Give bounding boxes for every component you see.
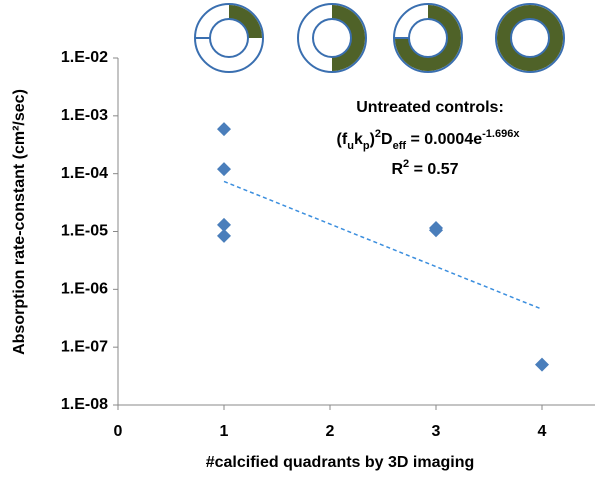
annotation-part: 2 (403, 158, 409, 170)
x-tick-label: 4 (538, 423, 547, 440)
annotation-part: ) (370, 131, 375, 148)
x-tick-label: 2 (326, 423, 335, 440)
icon-hole (312, 18, 352, 58)
annotation-equation: (fukp)2Deff = 0.0004e-1.696x (337, 128, 521, 152)
y-tick-label: 1.E-03 (61, 107, 108, 124)
icon-hole (408, 18, 448, 58)
quadrant-icons (194, 3, 565, 73)
icon-hole (510, 18, 550, 58)
trendline (223, 180, 543, 310)
data-point (535, 357, 549, 372)
x-tick-label: 1 (220, 423, 229, 440)
annotation-part: 2 (375, 128, 381, 140)
annotation-part: R (391, 161, 403, 178)
annotation-r2: R2 = 0.57 (391, 158, 458, 178)
annotation-part: D (381, 131, 393, 148)
icon-fill (395, 5, 461, 71)
data-point (217, 228, 231, 243)
x-tick-label: 3 (432, 423, 441, 440)
annotation-part: eff (393, 140, 407, 152)
y-tick-label: 1.E-08 (61, 396, 108, 413)
annotation-part: -1.696x (482, 128, 520, 140)
y-tick-label: 1.E-02 (61, 49, 108, 66)
data-point (429, 223, 443, 238)
y-tick-label: 1.E-07 (61, 338, 108, 355)
icon-fill (332, 5, 365, 71)
y-axis-title: Absorption rate-constant (cm²/sec) (11, 89, 28, 355)
y-tick-label: 1.E-04 (61, 165, 108, 182)
annotation-part: = 0.0004e (406, 131, 482, 148)
y-tick-label: 1.E-05 (61, 223, 108, 240)
data-point (217, 122, 231, 137)
icon-hole (209, 18, 249, 58)
icon-fill (229, 5, 262, 38)
data-point (217, 217, 231, 232)
x-tick-label: 0 (114, 423, 123, 440)
annotation-title: Untreated controls: (356, 99, 504, 116)
x-axis-title: #calcified quadrants by 3D imaging (206, 454, 475, 471)
annotation-part: = 0.57 (409, 161, 458, 178)
y-tick-label: 1.E-06 (61, 281, 108, 298)
icon-fill (497, 4, 563, 71)
data-point (217, 162, 231, 177)
annotation-part: k (354, 131, 363, 148)
annotation-part: p (363, 140, 370, 152)
annotation-part: (f (337, 131, 348, 148)
annotation-part: u (347, 140, 354, 152)
